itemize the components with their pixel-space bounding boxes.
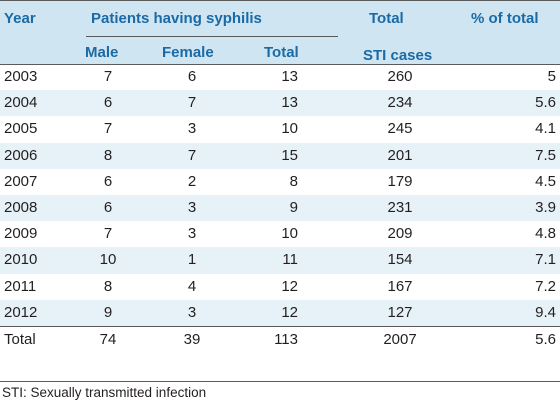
group-divider	[86, 36, 338, 37]
cell-total: 9	[289, 198, 298, 216]
cell-male: 8	[103, 146, 113, 164]
cell-male: 8	[103, 277, 113, 295]
cell-sti: 245	[387, 120, 413, 138]
cell-total: 8	[289, 172, 298, 190]
cell-male: 10	[99, 251, 117, 269]
table-row: 2005 7 3 10 245 4.1	[0, 116, 560, 142]
cell-year: 2009	[4, 225, 38, 243]
cell-male: 7	[103, 68, 113, 85]
table-row: 2011 8 4 12 167 7.2	[0, 274, 560, 300]
cell-total: 113	[274, 330, 298, 348]
cell-total: 12	[281, 303, 298, 321]
cell-sti: 127	[387, 303, 413, 321]
table-body: 2003 7 6 13 260 5 2004 6 7 13 234 5.6 20…	[0, 64, 560, 353]
cell-male: 6	[103, 172, 113, 190]
cell-female: 3	[187, 225, 197, 243]
cell-percent: 4.8	[535, 225, 556, 243]
top-rule	[0, 0, 560, 1]
table-row: 2009 7 3 10 209 4.8	[0, 221, 560, 247]
cell-percent: 4.5	[535, 172, 556, 190]
cell-total: 11	[282, 251, 298, 269]
cell-sti: 234	[387, 94, 413, 112]
table-row: 2007 6 2 8 179 4.5	[0, 169, 560, 195]
cell-year: 2008	[4, 198, 38, 216]
cell-sti: 167	[387, 277, 413, 295]
table-row: 2004 6 7 13 234 5.6	[0, 90, 560, 117]
cell-percent: 5	[547, 68, 556, 85]
cell-percent: 5.6	[535, 94, 556, 112]
table-row: 2010 10 1 11 154 7.1	[0, 247, 560, 274]
cell-percent: 4.1	[535, 120, 556, 138]
table-row-total: Total 74 39 113 2007 5.6	[0, 325, 560, 353]
cell-female: 3	[187, 303, 197, 321]
cell-year: 2006	[4, 146, 38, 164]
header-female: Female	[162, 44, 214, 61]
cell-female: 3	[187, 120, 197, 138]
footnote: STI: Sexually transmitted infection	[2, 385, 207, 400]
table-row: 2006 8 7 15 201 7.5	[0, 142, 560, 169]
cell-sti: 179	[387, 172, 413, 190]
cell-female: 4	[187, 277, 197, 295]
cell-year: 2007	[4, 172, 38, 190]
cell-total: 10	[281, 225, 298, 243]
cell-year: 2011	[4, 277, 37, 295]
header-year: Year	[4, 10, 36, 27]
cell-female: 7	[187, 146, 197, 164]
header-syphilis-group: Patients having syphilis	[91, 10, 262, 27]
cell-sti: 154	[387, 251, 413, 269]
cell-percent: 3.9	[535, 198, 556, 216]
table-header: Year Patients having syphilis Total % of…	[0, 0, 560, 64]
table-row: 2003 7 6 13 260 5	[0, 64, 560, 90]
cell-total: 15	[281, 146, 298, 164]
header-rule	[0, 64, 560, 65]
cell-year: 2010	[4, 251, 38, 269]
cell-sti: 209	[387, 225, 413, 243]
cell-female: 3	[187, 198, 197, 216]
table-row: 2008 6 3 9 231 3.9	[0, 194, 560, 222]
cell-total: 13	[281, 94, 298, 112]
cell-total: 10	[281, 120, 298, 138]
bottom-rule	[0, 381, 560, 382]
cell-female: 1	[187, 251, 197, 269]
cell-male: 6	[103, 198, 113, 216]
cell-male: 9	[103, 303, 113, 321]
cell-male: 7	[103, 120, 113, 138]
cell-percent: 7.5	[535, 146, 556, 164]
cell-female: 2	[187, 172, 197, 190]
header-male: Male	[85, 44, 119, 61]
table-row: 2012 9 3 12 127 9.4	[0, 299, 560, 326]
cell-sti: 201	[387, 146, 413, 164]
cell-year: 2004	[4, 94, 38, 112]
cell-year: 2003	[4, 68, 38, 85]
cell-year: 2005	[4, 120, 38, 138]
cell-percent: 7.1	[535, 251, 556, 269]
header-percent: % of total	[471, 10, 539, 27]
cell-year: 2012	[4, 303, 38, 321]
cell-male: 74	[99, 330, 117, 348]
cell-year: Total	[4, 330, 36, 348]
cell-female: 7	[187, 94, 197, 112]
cell-female: 39	[183, 330, 201, 348]
header-total-sti-line1: Total	[369, 10, 404, 27]
cell-sti: 260	[387, 68, 413, 85]
cell-sti: 2007	[383, 330, 417, 348]
header-total-sti-line2: STI cases	[363, 47, 433, 64]
cell-percent: 7.2	[535, 277, 556, 295]
cell-percent: 5.6	[535, 330, 556, 348]
cell-percent: 9.4	[535, 303, 556, 321]
cell-male: 6	[103, 94, 113, 112]
cell-total: 13	[281, 68, 298, 85]
cell-female: 6	[187, 68, 197, 85]
cell-sti: 231	[387, 198, 413, 216]
cell-male: 7	[103, 225, 113, 243]
header-total: Total	[264, 44, 299, 61]
cell-total: 12	[281, 277, 298, 295]
